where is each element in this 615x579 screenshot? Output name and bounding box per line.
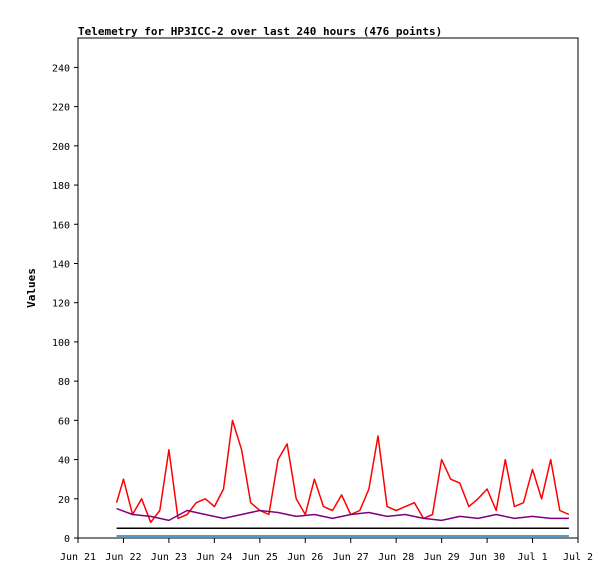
y-tick-label: 240 bbox=[52, 63, 70, 74]
series-line-0 bbox=[115, 419, 570, 524]
x-tick-label: Jun 26 bbox=[287, 552, 323, 563]
x-tick-label: Jun 21 bbox=[60, 552, 96, 563]
y-tick-label: 80 bbox=[58, 377, 70, 388]
series-layer bbox=[115, 419, 570, 537]
plot-area bbox=[77, 37, 579, 539]
x-tick-label: Jul 1 bbox=[517, 552, 547, 563]
x-tick-label: Jun 25 bbox=[242, 552, 278, 563]
y-tick-label: 40 bbox=[58, 456, 70, 467]
y-tick-label: 120 bbox=[52, 299, 70, 310]
x-tick-label: Jun 30 bbox=[469, 552, 505, 563]
x-tick-label: Jun 28 bbox=[378, 552, 414, 563]
y-tick-label: 140 bbox=[52, 259, 70, 270]
x-tick-label: Jun 22 bbox=[105, 552, 141, 563]
y-tick-label: 60 bbox=[58, 416, 70, 427]
x-tick-label: Jun 23 bbox=[151, 552, 187, 563]
y-axis-label: Values bbox=[25, 268, 38, 308]
y-tick-label: 180 bbox=[52, 181, 70, 192]
chart-title: Telemetry for HP3ICC-2 over last 240 hou… bbox=[78, 25, 442, 38]
y-tick-label: 160 bbox=[52, 220, 70, 231]
y-tick-label: 0 bbox=[64, 534, 70, 545]
y-tick-label: 200 bbox=[52, 142, 70, 153]
y-tick-label: 100 bbox=[52, 338, 70, 349]
y-tick-label: 220 bbox=[52, 103, 70, 114]
x-tick-label: Jun 29 bbox=[424, 552, 460, 563]
x-tick-label: Jul 2 bbox=[563, 552, 593, 563]
x-tick-label: Jun 27 bbox=[333, 552, 369, 563]
y-tick-label: 20 bbox=[58, 495, 70, 506]
x-tick-label: Jun 24 bbox=[196, 552, 232, 563]
y-axis: 0 20 40 60 80 100 120 140 160 180 200 220 240 bbox=[52, 63, 78, 545]
series-line-1 bbox=[116, 507, 569, 522]
x-axis: Jun 21 Jun 22 Jun 23 Jun 24 Jun 25 Jun 26 Jun … bbox=[60, 538, 593, 563]
